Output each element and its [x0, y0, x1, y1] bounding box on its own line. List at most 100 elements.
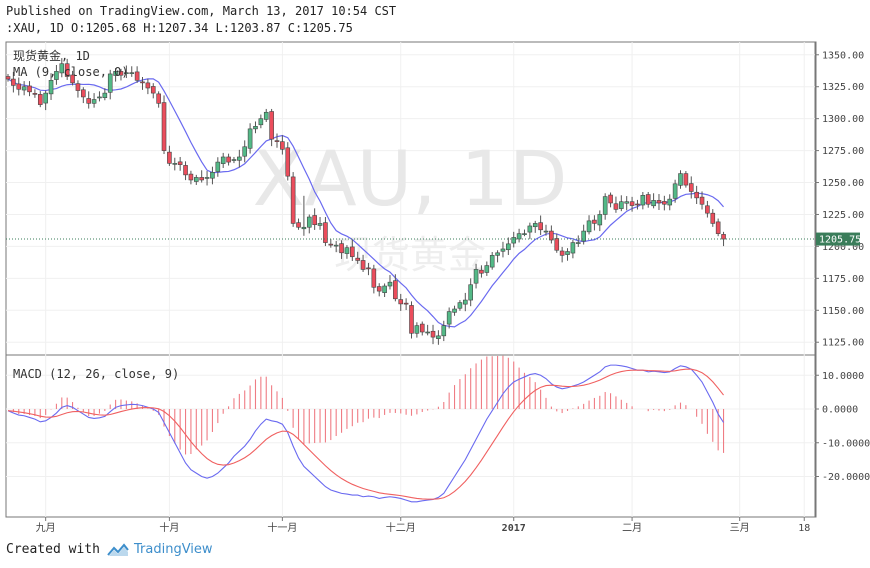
published-caption: Published on TradingView.com, March 13, …: [6, 4, 397, 18]
candle-body: [613, 203, 619, 210]
candle-body: [457, 302, 463, 309]
ma-line: [7, 78, 724, 328]
price-tick-label: 1150.00: [822, 306, 864, 317]
candle-body: [226, 156, 231, 163]
macd-tick-label: 0.0000: [822, 405, 858, 416]
candle-body: [651, 200, 656, 207]
time-tick-label: 十月: [159, 521, 179, 534]
candle-body: [559, 250, 565, 256]
candle-body: [468, 284, 473, 301]
candle-body: [452, 308, 457, 313]
price-axis[interactable]: 1350.00 1325.00 1300.00 1275.00 1250.00 1225.…: [815, 50, 864, 349]
candle-body: [350, 246, 355, 257]
candle-body: [172, 163, 178, 165]
candle-body: [414, 325, 420, 334]
candle-body: [247, 128, 253, 149]
candle-body: [597, 214, 603, 226]
candle-body: [263, 111, 269, 120]
macd-tick-label: -10.0000: [822, 438, 870, 449]
candle-body: [11, 78, 16, 86]
price-tick-label: 1300.00: [822, 114, 864, 125]
candle-body: [215, 161, 221, 172]
candle-body: [339, 243, 344, 254]
watermark-symbol: XAU, 1D: [253, 134, 568, 223]
candle-body: [538, 222, 543, 231]
candle-body: [640, 195, 646, 206]
price-tick-label: 1175.00: [822, 274, 864, 285]
candle-body: [371, 268, 377, 288]
candle-body: [376, 286, 382, 292]
price-tick-label: 1275.00: [822, 146, 864, 157]
candle-body: [188, 173, 194, 181]
candle-body: [269, 111, 274, 140]
candle-body: [441, 325, 447, 337]
grid-lines: [6, 42, 815, 517]
candle-body: [645, 194, 651, 205]
candle-body: [16, 83, 22, 90]
candle-body: [91, 99, 97, 104]
candle-body: [527, 225, 533, 233]
candle-body: [290, 176, 296, 224]
candle-body: [124, 72, 129, 74]
candle-body: [86, 98, 91, 104]
candle-body: [306, 216, 312, 228]
candle-body: [500, 248, 506, 252]
candle-body: [344, 247, 350, 254]
candle-body: [210, 172, 215, 179]
time-tick-label: 三月: [730, 522, 750, 534]
tradingview-brand-link[interactable]: TradingView: [134, 542, 213, 557]
candle-body: [102, 92, 108, 99]
candle-body: [699, 196, 705, 205]
candle-body: [683, 173, 689, 186]
candle-body: [70, 74, 75, 84]
candle-body: [635, 203, 640, 206]
symbol-label: :XAU, 1D: [6, 21, 64, 35]
candle-body: [32, 93, 38, 95]
time-tick-label: 二月: [622, 522, 642, 534]
candle-body: [296, 222, 301, 228]
candle-body: [312, 215, 317, 225]
candle-body: [199, 177, 204, 181]
ma-legend: MA (9, close, 0): [13, 65, 129, 79]
candle-body: [387, 281, 393, 287]
candle-body: [419, 323, 425, 333]
candle-body: [140, 81, 145, 84]
macd-layer: [7, 355, 725, 503]
candle-body: [355, 257, 361, 261]
time-axis[interactable]: 九月 十月 十一月 十二月 2017 二月 三月 18: [36, 517, 811, 534]
candle-body: [688, 183, 694, 192]
candle-body: [43, 92, 48, 104]
candle-body: [285, 147, 291, 177]
candle-body: [97, 96, 102, 99]
candle-body: [581, 230, 586, 242]
price-tick-label: 1125.00: [822, 338, 864, 349]
candle-body: [586, 220, 592, 233]
candle-body: [237, 156, 242, 161]
candle-body: [479, 269, 484, 274]
candle-body: [549, 230, 554, 241]
candle-body: [624, 201, 630, 204]
tradingview-logo-icon[interactable]: [107, 543, 129, 557]
candle-body: [710, 212, 716, 224]
candle-body: [366, 267, 371, 270]
macd-legend: MACD (12, 26, close, 9): [13, 367, 179, 381]
macd-axis[interactable]: 10.0000 0.0000 -10.0000 -20.0000: [815, 371, 870, 483]
candle-body: [532, 223, 538, 228]
candle-body: [177, 161, 183, 165]
candle-body: [333, 244, 339, 247]
candle-body: [27, 85, 32, 93]
candle-body: [409, 305, 414, 334]
candle-body: [522, 233, 527, 235]
candle-body: [54, 71, 59, 80]
candle-body: [183, 165, 188, 176]
ohlc-values: O:1205.68 H:1207.34 L:1203.87 C:1205.75: [71, 21, 353, 35]
candle-body: [360, 260, 366, 270]
candle-body: [672, 183, 678, 199]
candle-body: [398, 299, 404, 305]
candle-body: [145, 82, 151, 89]
candle-body: [543, 230, 549, 233]
main-series-name: 现货黄金, 1D: [13, 48, 90, 63]
candle-body: [317, 223, 323, 226]
candle-body: [446, 311, 452, 325]
